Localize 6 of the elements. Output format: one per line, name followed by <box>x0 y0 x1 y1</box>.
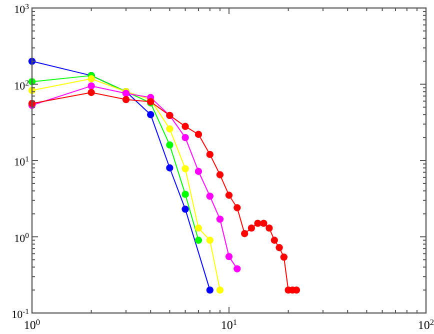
x-tick-label: 10$^{1}$ <box>220 318 238 332</box>
y-tick-label: 10$^{3}$ <box>14 2 30 16</box>
y-tick-label: 10$^{2}$ <box>14 78 30 92</box>
y-tick-label: 10$^{0}$ <box>14 230 30 245</box>
x-tick-label: 10$^{2}$ <box>418 318 434 332</box>
y-tick-label: 10$^{1}$ <box>14 154 30 168</box>
